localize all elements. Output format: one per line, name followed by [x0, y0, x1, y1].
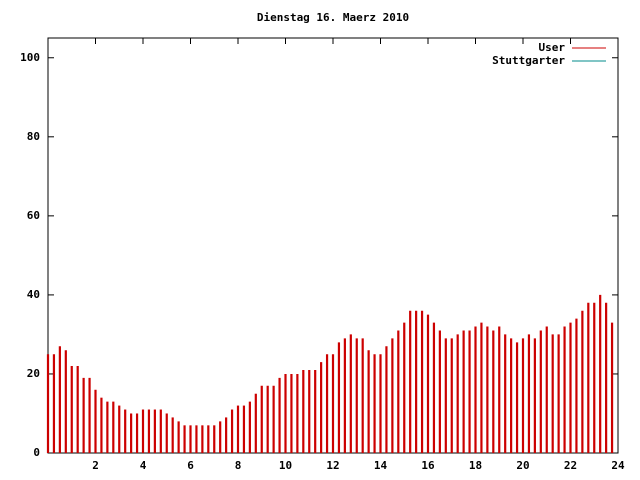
y-tick-label: 60 — [27, 209, 40, 222]
x-tick-label: 20 — [516, 459, 529, 472]
x-tick-label: 8 — [235, 459, 242, 472]
x-tick-label: 10 — [279, 459, 292, 472]
x-tick-label: 14 — [374, 459, 388, 472]
y-tick-label: 0 — [33, 446, 40, 459]
x-tick-label: 22 — [564, 459, 577, 472]
x-tick-label: 18 — [469, 459, 482, 472]
x-tick-label: 2 — [92, 459, 99, 472]
legend-label: Stuttgarter — [492, 54, 565, 67]
chart-title: Dienstag 16. Maerz 2010 — [257, 11, 409, 24]
x-tick-label: 4 — [140, 459, 147, 472]
y-tick-label: 20 — [27, 367, 40, 380]
x-tick-label: 24 — [611, 459, 625, 472]
y-tick-label: 80 — [27, 130, 40, 143]
x-tick-label: 6 — [187, 459, 194, 472]
legend-label: User — [539, 41, 566, 54]
x-tick-label: 16 — [421, 459, 435, 472]
y-tick-label: 40 — [27, 288, 40, 301]
x-tick-label: 12 — [326, 459, 339, 472]
y-tick-label: 100 — [20, 51, 40, 64]
